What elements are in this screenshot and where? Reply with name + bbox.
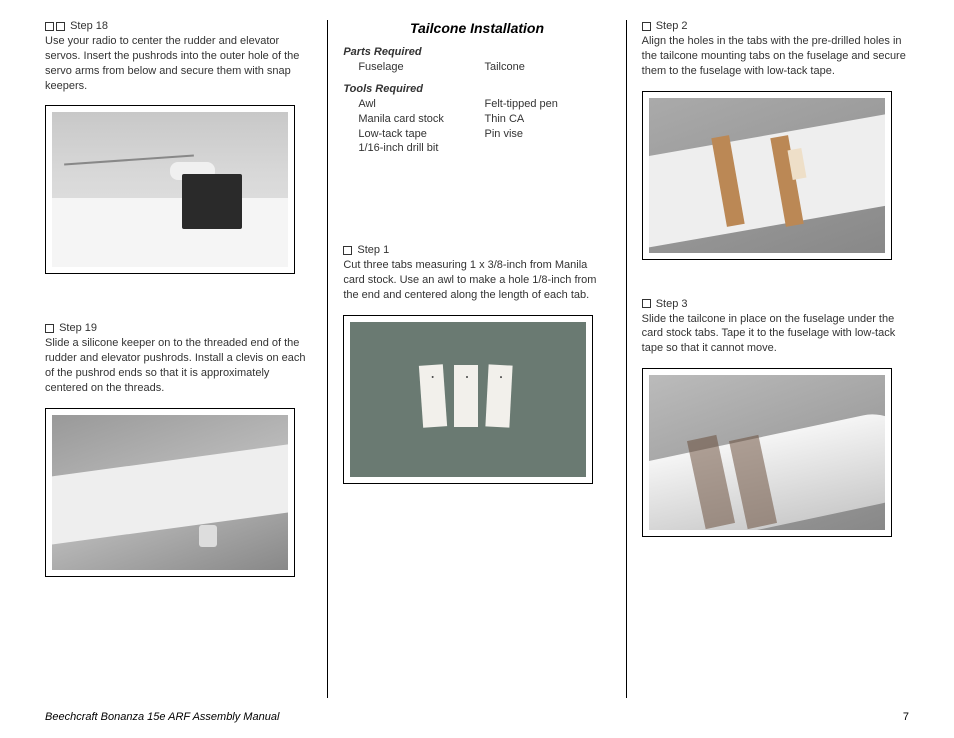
footer-title: Beechcraft Bonanza 15e ARF Assembly Manu…: [45, 711, 279, 723]
image-tailcone: [649, 375, 885, 530]
step-label: Step 3: [656, 298, 688, 310]
tools-required-label: Tools Required: [343, 83, 610, 95]
tool-item: Thin CA: [485, 112, 611, 127]
image-servo: [52, 112, 288, 267]
step-2-header: Step 2: [642, 20, 909, 32]
page: Step 18 Use your radio to center the rud…: [0, 0, 954, 738]
step-label: Step 1: [357, 244, 389, 256]
spacer: [642, 280, 909, 298]
step-19-header: Step 19: [45, 322, 312, 334]
footer: Beechcraft Bonanza 15e ARF Assembly Manu…: [45, 711, 909, 723]
step-2-text: Align the holes in the tabs with the pre…: [642, 34, 909, 79]
tool-item: Manila card stock: [358, 112, 484, 127]
column-1: Step 18 Use your radio to center the rud…: [30, 20, 328, 698]
section-title: Tailcone Installation: [343, 20, 610, 36]
checkbox-icon: [56, 22, 65, 31]
checkbox-icon: [45, 22, 54, 31]
step-19-text: Slide a silicone keeper on to the thread…: [45, 336, 312, 395]
step-18-text: Use your radio to center the rudder and …: [45, 34, 312, 93]
step-1-header: Step 1: [343, 244, 610, 256]
tool-item: Felt-tipped pen: [485, 97, 611, 112]
figure-step-1: [343, 315, 593, 484]
tool-item: Awl: [358, 97, 484, 112]
tools-list: Awl Manila card stock Low-tack tape 1/16…: [343, 97, 610, 156]
figure-step-2: [642, 91, 892, 260]
column-2: Tailcone Installation Parts Required Fus…: [328, 20, 626, 698]
parts-col2: Tailcone: [485, 60, 611, 75]
image-tabs: [350, 322, 586, 477]
step-label: Step 2: [656, 20, 688, 32]
parts-required-label: Parts Required: [343, 46, 610, 58]
step-3-text: Slide the tailcone in place on the fusel…: [642, 312, 909, 357]
step-3-header: Step 3: [642, 298, 909, 310]
figure-step-19: [45, 408, 295, 577]
column-3: Step 2 Align the holes in the tabs with …: [627, 20, 924, 698]
parts-list: Fuselage Tailcone: [343, 60, 610, 75]
figure-step-3: [642, 368, 892, 537]
tools-col2: Felt-tipped pen Thin CA Pin vise: [485, 97, 611, 156]
tools-col1: Awl Manila card stock Low-tack tape 1/16…: [358, 97, 484, 156]
tool-item: Low-tack tape: [358, 127, 484, 142]
step-18-header: Step 18: [45, 20, 312, 32]
tool-item: Pin vise: [485, 127, 611, 142]
page-number: 7: [903, 711, 909, 723]
step-1-text: Cut three tabs measuring 1 x 3/8-inch fr…: [343, 258, 610, 303]
figure-step-18: [45, 105, 295, 274]
tool-item: 1/16-inch drill bit: [358, 141, 484, 156]
image-tape-tabs: [649, 98, 885, 253]
checkbox-icon: [45, 324, 54, 333]
step-label: Step 18: [70, 20, 108, 32]
spacer: [343, 164, 610, 244]
checkbox-icon: [642, 299, 651, 308]
checkbox-icon: [343, 246, 352, 255]
checkbox-icon: [642, 22, 651, 31]
parts-col1: Fuselage: [358, 60, 484, 75]
spacer: [45, 294, 312, 322]
step-label: Step 19: [59, 322, 97, 334]
image-clevis: [52, 415, 288, 570]
